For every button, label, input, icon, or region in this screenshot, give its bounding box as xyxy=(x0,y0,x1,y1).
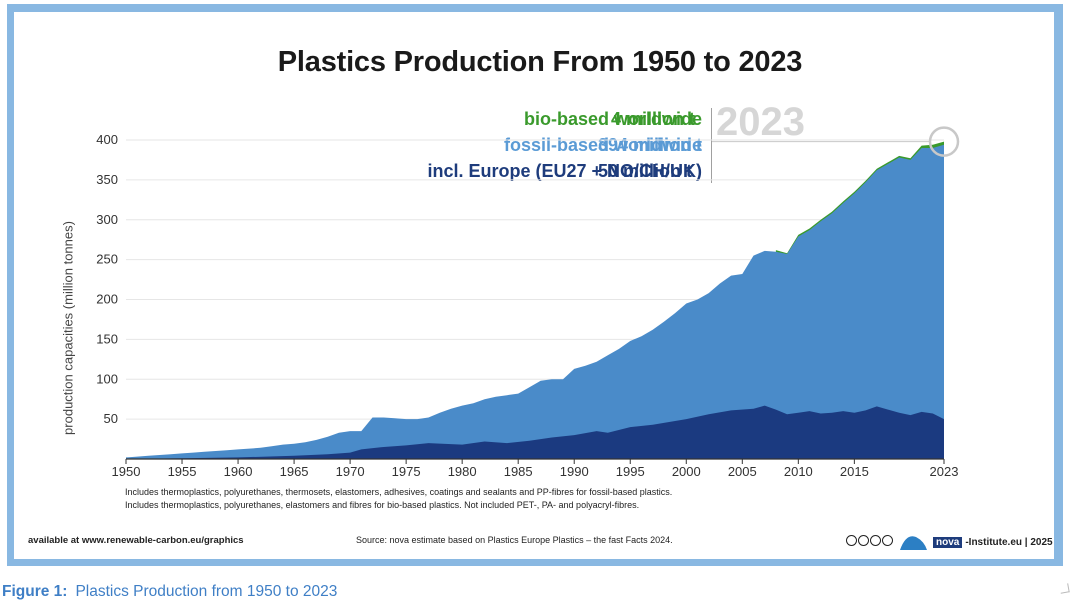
legend-europe-value: 50 million t xyxy=(598,161,693,181)
europe-area xyxy=(126,405,944,459)
x-tick-label: 1955 xyxy=(168,464,197,479)
chart-axes: 50 100 150 200 250 300 350 400 1950 1955 1960 1965 1… xyxy=(96,126,960,479)
x-tick-label: 1990 xyxy=(560,464,589,479)
y-tick-label: 350 xyxy=(96,172,118,187)
nova-logo-icon xyxy=(900,536,927,550)
x-tick-label: 2015 xyxy=(840,464,869,479)
x-tick-label: 2023 xyxy=(930,464,959,479)
x-tick-label: 2010 xyxy=(784,464,813,479)
y-tick-label: 50 xyxy=(104,411,118,426)
x-tick-label: 1980 xyxy=(448,464,477,479)
brand-footer: nova -Institute.eu | 2025 xyxy=(846,533,1053,551)
nova-brand-mark: nova xyxy=(933,536,963,548)
note-line-1: Includes thermoplastics, polyurethanes, … xyxy=(125,487,673,497)
legend-bio-label: bio-based worldwide xyxy=(523,109,702,129)
x-tick-label: 1985 xyxy=(504,464,533,479)
source-note: Source: nova estimate based on Plastics … xyxy=(356,535,673,545)
y-tick-label: 150 xyxy=(96,331,118,346)
chart-areas xyxy=(126,141,944,460)
caption-text: Plastics Production from 1950 to 2023 xyxy=(75,583,338,600)
legend-bio-value: 4 million t xyxy=(611,109,696,129)
creative-commons-icon xyxy=(846,535,894,549)
x-tick-label: 2000 xyxy=(672,464,701,479)
x-tick-label: 1965 xyxy=(280,464,309,479)
highlight-circle xyxy=(928,126,960,157)
institute-credit: -Institute.eu | 2025 xyxy=(965,536,1053,548)
highlight-year: 2023 xyxy=(716,100,805,144)
y-tick-label: 200 xyxy=(96,292,118,307)
chart-title: Plastics Production From 1950 to 2023 xyxy=(277,46,803,78)
x-tick-label: 1950 xyxy=(112,464,141,479)
x-tick-label: 1970 xyxy=(336,464,365,479)
x-tick-label: 1995 xyxy=(616,464,645,479)
x-tick-label: 1960 xyxy=(224,464,253,479)
x-tick-label: 1975 xyxy=(392,464,421,479)
y-tick-label: 400 xyxy=(96,132,118,147)
y-tick-label: 250 xyxy=(96,252,118,267)
legend-europe-label: incl. Europe (EU27 + NO/CH/UK) xyxy=(427,161,702,181)
caption-label: Figure 1: xyxy=(2,583,68,600)
figure-caption: Figure 1: Plastics Production from 1950 t… xyxy=(2,583,337,601)
legend-divider xyxy=(711,108,712,183)
y-tick-label: 100 xyxy=(96,371,118,386)
area-chart: 50 100 150 200 250 300 350 400 1950 1955 1960 1965 1… xyxy=(96,126,960,479)
fossil-based-area xyxy=(126,144,944,460)
y-tick-label: 300 xyxy=(96,212,118,227)
x-tick-label: 2005 xyxy=(728,464,757,479)
note-line-2: Includes thermoplastics, polyurethanes, … xyxy=(125,500,640,510)
resize-corner-icon xyxy=(1059,583,1070,594)
available-link[interactable]: available at www.renewable-carbon.eu/gra… xyxy=(28,535,244,546)
